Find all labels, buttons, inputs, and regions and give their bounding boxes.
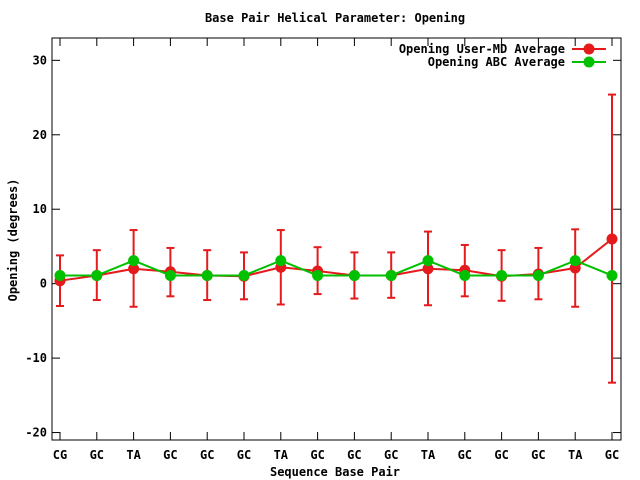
y-tick-label: 0 bbox=[40, 277, 47, 291]
data-point bbox=[606, 269, 618, 281]
legend-marker bbox=[583, 56, 595, 68]
x-tick-label: TA bbox=[126, 448, 141, 462]
x-tick-label: TA bbox=[568, 448, 583, 462]
plot-frame bbox=[51, 37, 622, 441]
plot-area: -20 -10 0 10 20 30 CG GC TA GC GC GC TA GC GC GC TA GC GC G… bbox=[25, 37, 622, 462]
y-axis-label: Opening (degrees) bbox=[6, 179, 20, 302]
x-tick-label: GC bbox=[163, 448, 177, 462]
y-tick-label: 20 bbox=[33, 128, 47, 142]
x-tick-label: GC bbox=[531, 448, 545, 462]
data-point bbox=[275, 255, 287, 267]
x-tick-label: GC bbox=[494, 448, 508, 462]
series-line-0 bbox=[59, 238, 613, 282]
data-point bbox=[128, 255, 140, 267]
x-tick-label: GC bbox=[384, 448, 398, 462]
x-tick-label: GC bbox=[310, 448, 324, 462]
chart-title: Base Pair Helical Parameter: Opening bbox=[205, 11, 465, 25]
x-axis-label: Sequence Base Pair bbox=[270, 465, 400, 479]
legend-label: Opening User-MD Average bbox=[399, 42, 565, 56]
data-point bbox=[496, 269, 508, 281]
data-point bbox=[348, 269, 360, 281]
data-point bbox=[422, 255, 434, 267]
data-point bbox=[422, 263, 434, 275]
y-tick-label: 10 bbox=[33, 202, 47, 216]
data-point bbox=[54, 269, 66, 281]
data-point bbox=[312, 269, 324, 281]
data-point bbox=[569, 255, 581, 267]
data-point bbox=[238, 269, 250, 281]
x-tick-label: GC bbox=[90, 448, 104, 462]
x-tick-label: GC bbox=[200, 448, 214, 462]
data-point bbox=[606, 233, 618, 245]
x-tick-label: GC bbox=[347, 448, 361, 462]
legend-marker bbox=[583, 43, 595, 55]
x-tick-label: CG bbox=[53, 448, 67, 462]
series-line-1 bbox=[60, 259, 613, 277]
legend-label: Opening ABC Average bbox=[428, 55, 565, 69]
data-point bbox=[201, 269, 213, 281]
y-tick-label: -20 bbox=[25, 426, 47, 440]
data-point bbox=[532, 269, 544, 281]
x-tick-label: TA bbox=[421, 448, 436, 462]
y-tick-label: -10 bbox=[25, 351, 47, 365]
data-point bbox=[385, 269, 397, 281]
data-point bbox=[91, 269, 103, 281]
x-tick-label: GC bbox=[237, 448, 251, 462]
data-point bbox=[164, 269, 176, 281]
y-tick-label: 30 bbox=[33, 53, 47, 67]
x-tick-label: TA bbox=[274, 448, 289, 462]
data-point bbox=[459, 269, 471, 281]
data-point bbox=[128, 263, 140, 275]
x-tick-label: GC bbox=[605, 448, 619, 462]
x-tick-label: GC bbox=[458, 448, 472, 462]
